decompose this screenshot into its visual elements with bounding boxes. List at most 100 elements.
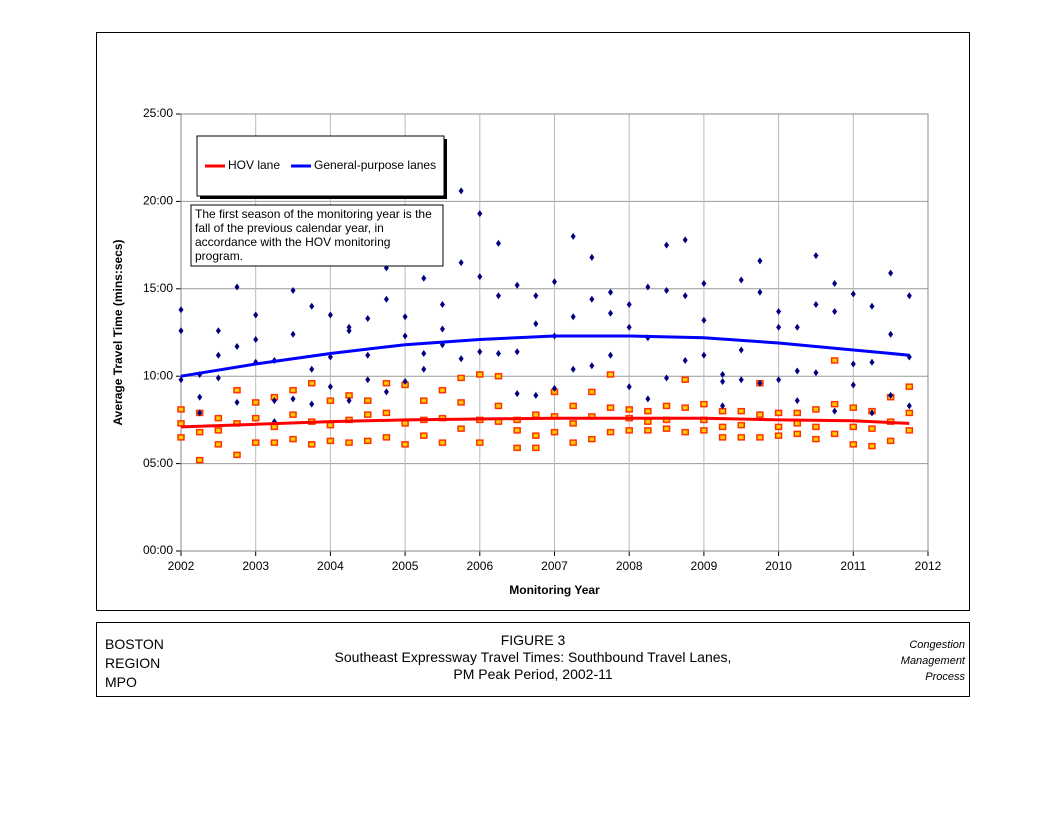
y-tick-label: 00:00 bbox=[143, 543, 173, 557]
gp-point bbox=[346, 397, 352, 405]
gp-point bbox=[850, 360, 856, 368]
hov-point bbox=[214, 427, 223, 434]
x-tick-label: 2004 bbox=[317, 559, 344, 573]
hov-point bbox=[364, 397, 372, 404]
gp-point bbox=[832, 407, 838, 415]
hov-point bbox=[737, 434, 745, 441]
gp-point bbox=[365, 351, 371, 359]
hov-point bbox=[625, 406, 633, 413]
gp-point bbox=[365, 376, 371, 384]
hov-point bbox=[737, 407, 745, 415]
gp-point bbox=[832, 280, 838, 288]
hov-point bbox=[476, 371, 484, 378]
hov-point bbox=[662, 425, 671, 432]
hov-point bbox=[905, 409, 914, 417]
gp-point bbox=[458, 355, 464, 363]
x-tick-label: 2008 bbox=[616, 559, 643, 573]
gp-point bbox=[253, 311, 259, 319]
hov-point bbox=[756, 411, 764, 418]
hov-point bbox=[662, 402, 671, 410]
program-line: Process bbox=[925, 671, 965, 683]
hov-point bbox=[774, 432, 783, 439]
gp-point bbox=[439, 301, 445, 309]
figure-line: Southeast Expressway Travel Times: South… bbox=[334, 649, 732, 665]
gp-point bbox=[682, 292, 688, 300]
org-block: BOSTON REGION MPO bbox=[105, 635, 164, 692]
gp-point bbox=[794, 323, 800, 331]
program-line: Congestion bbox=[909, 639, 965, 651]
gp-point bbox=[832, 308, 838, 316]
gp-point bbox=[888, 330, 894, 338]
annotation-line: The first season of the monitoring year … bbox=[195, 207, 432, 221]
hov-point bbox=[606, 404, 615, 411]
gp-point bbox=[514, 281, 520, 289]
y-tick-label: 25:00 bbox=[143, 106, 173, 120]
hov-point bbox=[830, 357, 839, 364]
hov-point bbox=[681, 376, 689, 383]
hov-point bbox=[513, 427, 521, 434]
hov-point bbox=[905, 383, 914, 390]
gp-point bbox=[813, 369, 819, 377]
gp-point bbox=[608, 288, 614, 296]
hov-point bbox=[812, 435, 820, 443]
hov-point bbox=[644, 407, 652, 415]
gp-point bbox=[439, 325, 445, 333]
hov-point bbox=[830, 430, 839, 438]
gp-point bbox=[421, 365, 427, 373]
gp-point bbox=[215, 327, 221, 335]
gp-point bbox=[570, 365, 576, 373]
gp-point bbox=[327, 311, 333, 319]
gp-point bbox=[794, 397, 800, 405]
x-tick-label: 2003 bbox=[242, 559, 269, 573]
gp-point bbox=[757, 288, 763, 296]
gp-point bbox=[906, 292, 912, 300]
hov-point bbox=[681, 404, 689, 411]
gp-point bbox=[477, 348, 483, 356]
hov-point bbox=[307, 441, 316, 448]
legend-box bbox=[196, 135, 445, 197]
hov-point bbox=[644, 427, 652, 434]
gp-point bbox=[309, 302, 315, 310]
hov-point bbox=[849, 423, 858, 431]
gp-point bbox=[738, 376, 744, 384]
org-line: REGION bbox=[105, 655, 161, 671]
gp-point bbox=[776, 308, 782, 316]
hov-point bbox=[401, 441, 409, 448]
hov-point bbox=[886, 437, 895, 445]
gp-point bbox=[290, 330, 296, 338]
gp-point bbox=[327, 383, 333, 391]
gp-point bbox=[495, 239, 501, 247]
gp-point bbox=[738, 346, 744, 354]
gp-point bbox=[234, 398, 240, 406]
gp-point bbox=[664, 374, 670, 382]
gp-point bbox=[552, 278, 557, 286]
gp-point bbox=[888, 391, 894, 399]
gp-point bbox=[552, 384, 557, 392]
hov-point bbox=[251, 414, 260, 422]
gp-point bbox=[271, 397, 277, 405]
gp-point bbox=[309, 400, 315, 408]
gp-point bbox=[850, 381, 856, 389]
gp-point bbox=[458, 187, 464, 195]
legend-label: HOV lane bbox=[228, 158, 280, 172]
gp-point bbox=[589, 253, 595, 261]
gp-point bbox=[589, 362, 595, 370]
gp-point bbox=[477, 273, 483, 281]
hov-point bbox=[737, 421, 745, 429]
hov-point bbox=[550, 428, 559, 436]
gp-point bbox=[327, 353, 333, 361]
hov-point bbox=[532, 432, 540, 439]
hov-point bbox=[830, 400, 839, 408]
gp-point bbox=[720, 402, 726, 410]
hov-point bbox=[588, 388, 596, 396]
gp-point bbox=[738, 276, 744, 284]
hov-point bbox=[569, 439, 577, 446]
hov-point bbox=[289, 386, 297, 394]
hov-point bbox=[905, 427, 914, 434]
gp-point bbox=[570, 313, 576, 321]
gp-point bbox=[215, 351, 221, 359]
hov-point bbox=[644, 418, 652, 425]
x-tick-label: 2011 bbox=[840, 559, 866, 573]
hov-point bbox=[700, 427, 708, 434]
